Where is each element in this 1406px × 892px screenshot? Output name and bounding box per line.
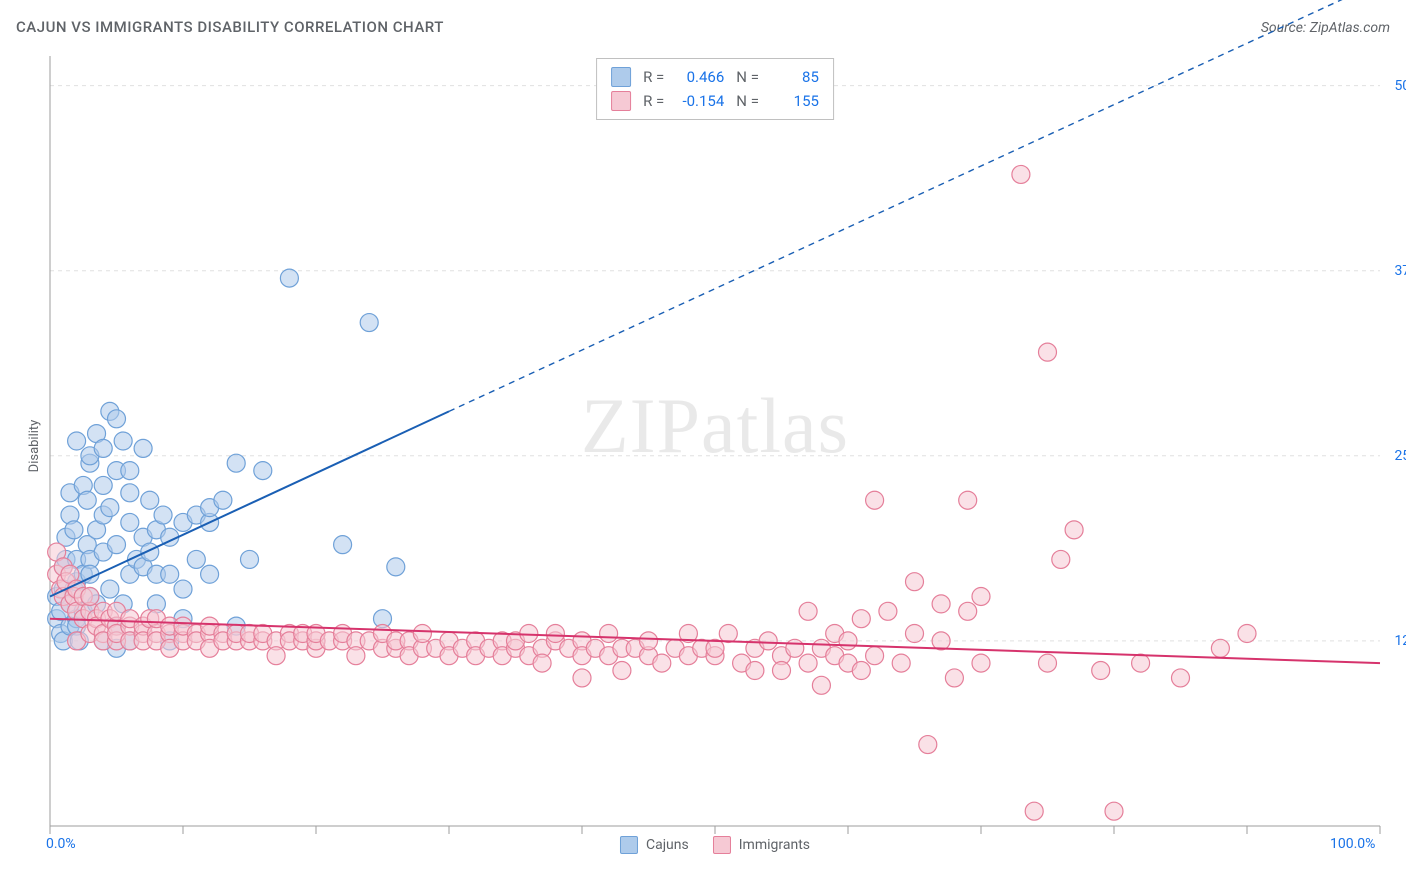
- r-label: R =: [643, 65, 664, 89]
- plot-area: ZIPatlas R = 0.466 N = 85 R = -0.154 N =…: [50, 56, 1380, 826]
- r-value: -0.154: [676, 89, 724, 113]
- n-label: N =: [736, 89, 759, 113]
- chart-header: CAJUN VS IMMIGRANTS DISABILITY CORRELATI…: [16, 18, 1390, 36]
- cajuns-swatch: [611, 67, 631, 87]
- immigrants-swatch: [611, 91, 631, 111]
- r-label: R =: [643, 89, 664, 113]
- n-value: 85: [771, 65, 819, 89]
- y-tick-label: 37.5%: [1394, 263, 1406, 279]
- legend-label: Immigrants: [739, 837, 810, 853]
- immigrants-swatch-icon: [713, 836, 731, 854]
- y-tick-label: 25.0%: [1394, 448, 1406, 464]
- cajuns-swatch-icon: [620, 836, 638, 854]
- r-value: 0.466: [676, 65, 724, 89]
- legend-item-cajuns: Cajuns: [620, 836, 689, 854]
- y-tick-label: 12.5%: [1394, 633, 1406, 649]
- bottom-legend: Cajuns Immigrants: [620, 836, 810, 854]
- y-axis-label: Disability: [27, 420, 42, 473]
- x-tick-label: 0.0%: [46, 836, 76, 852]
- y-tick-label: 50.0%: [1394, 78, 1406, 94]
- correlation-legend: R = 0.466 N = 85 R = -0.154 N = 155: [596, 58, 834, 120]
- n-label: N =: [736, 65, 759, 89]
- scatter-svg: [50, 56, 1380, 826]
- n-value: 155: [771, 89, 819, 113]
- legend-row-cajuns: R = 0.466 N = 85: [611, 65, 819, 89]
- legend-label: Cajuns: [646, 837, 689, 853]
- legend-row-immigrants: R = -0.154 N = 155: [611, 89, 819, 113]
- chart-title: CAJUN VS IMMIGRANTS DISABILITY CORRELATI…: [16, 18, 444, 36]
- legend-item-immigrants: Immigrants: [713, 836, 810, 854]
- x-tick-label: 100.0%: [1330, 836, 1375, 852]
